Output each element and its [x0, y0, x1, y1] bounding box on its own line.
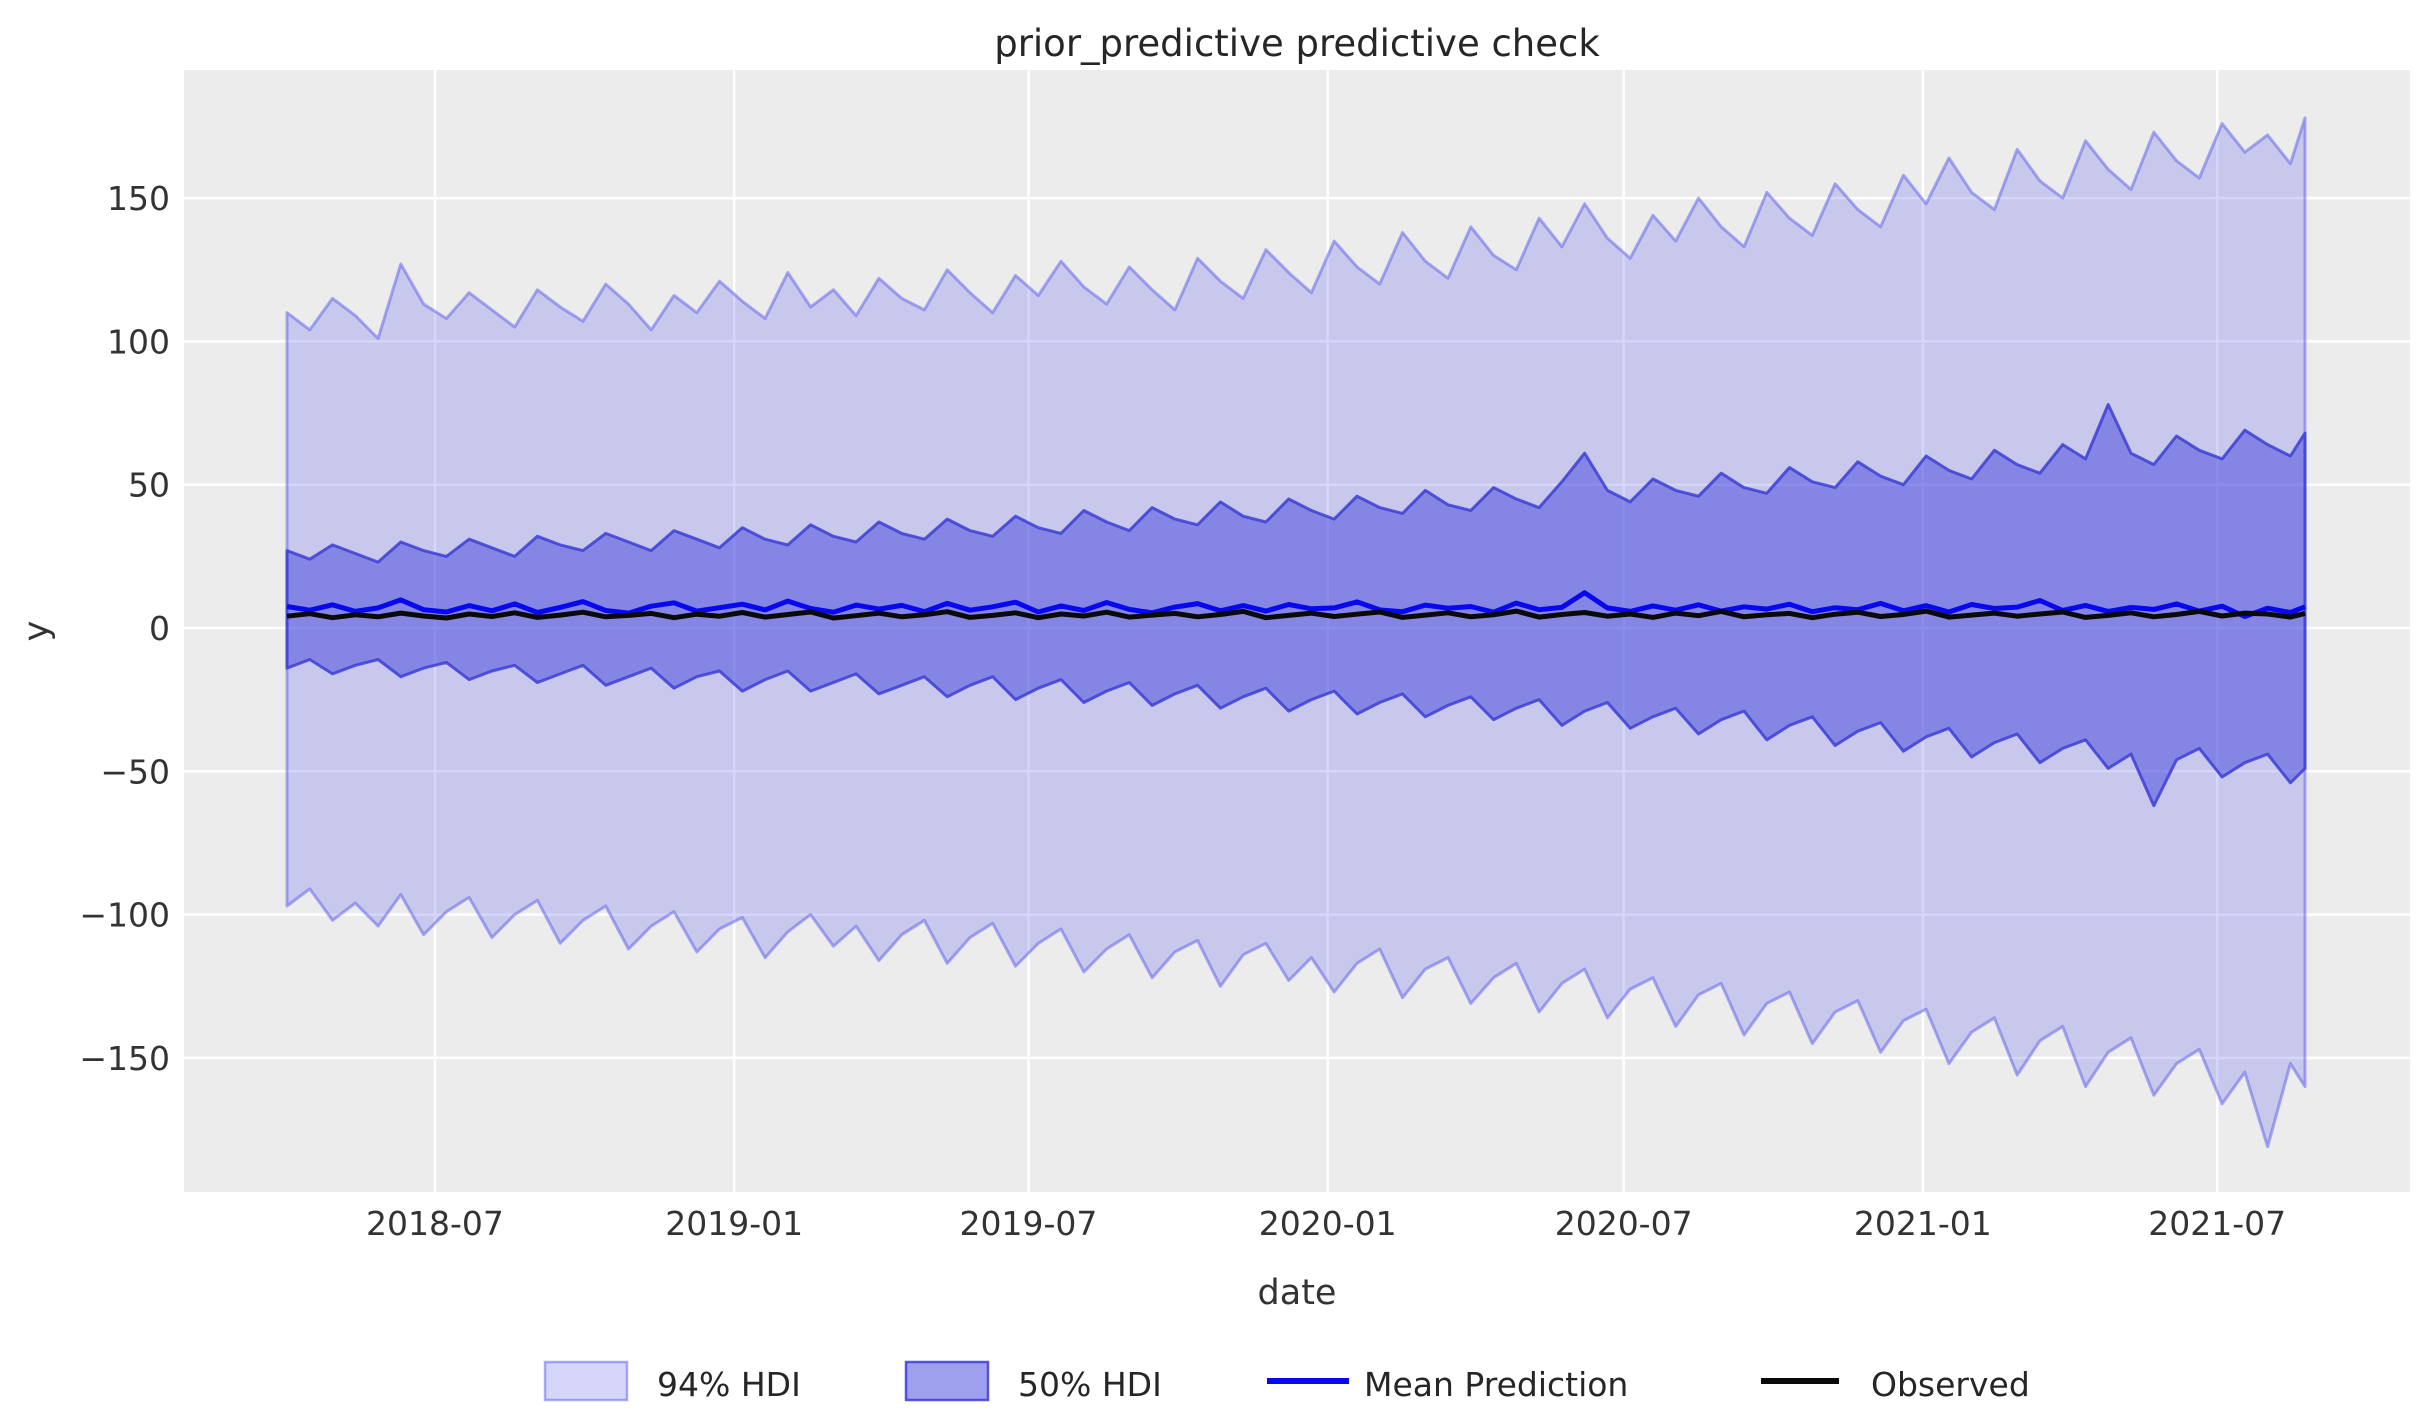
y-tick-label: 0 [149, 609, 170, 648]
y-axis-label: y [17, 621, 57, 642]
legend-mean-prediction-label: Mean Prediction [1364, 1365, 1628, 1404]
chart-title: prior_predictive predictive check [994, 22, 1600, 65]
y-tick-label: 100 [107, 322, 170, 361]
x-tick-label: 2020-01 [1259, 1204, 1397, 1243]
x-tick-label: 2021-07 [2148, 1204, 2286, 1243]
y-tick-label: 150 [107, 179, 170, 218]
x-tick-label: 2020-07 [1555, 1204, 1693, 1243]
x-tick-label: 2019-01 [665, 1204, 803, 1243]
plot-layer [285, 116, 2307, 1149]
legend-94-hdi-label: 94% HDI [657, 1365, 801, 1404]
legend-observed-label: Observed [1871, 1365, 2030, 1404]
observed-line [286, 608, 2306, 621]
legend-94-hdi-swatch [543, 1360, 629, 1402]
y-tick-label: −150 [79, 1039, 170, 1078]
mean-prediction-line [286, 590, 2306, 619]
legend: 94% HDI 50% HDI Mean Prediction Observed [543, 1360, 2030, 1404]
legend-50-hdi-swatch [904, 1360, 990, 1402]
x-tick-label: 2019-07 [960, 1204, 1098, 1243]
y-tick-label: −50 [100, 752, 170, 791]
y-tick-label: 50 [128, 466, 170, 505]
y-tick-label: −100 [79, 896, 170, 935]
x-axis-label: date [1258, 1273, 1337, 1313]
x-tick-label: 2021-01 [1854, 1204, 1992, 1243]
legend-50-hdi-label: 50% HDI [1018, 1365, 1162, 1404]
x-tick-label: 2018-07 [366, 1204, 504, 1243]
